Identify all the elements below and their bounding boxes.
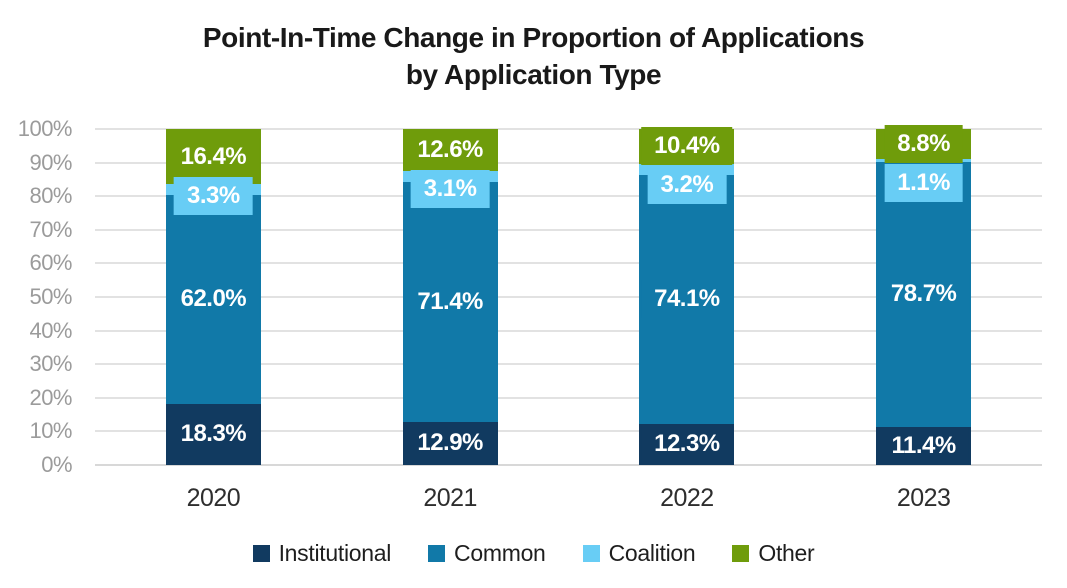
segment-label-other: 8.8%: [884, 124, 963, 163]
legend-label-institutional: Institutional: [278, 540, 392, 566]
segment-label-institutional: 18.3%: [167, 415, 260, 454]
y-tick-label: 40%: [29, 317, 72, 343]
legend: Institutional Common Coalition Other: [0, 540, 1067, 567]
chart-title-line1: Point-In-Time Change in Proportion of Ap…: [202, 22, 865, 53]
legend-swatch-common: [428, 545, 446, 562]
legend-item-institutional: Institutional: [252, 540, 392, 567]
gridline: [95, 396, 1042, 399]
segment-label-other: 12.6%: [404, 131, 496, 170]
y-tick-label: 100%: [17, 116, 73, 141]
legend-label-coalition: Coalition: [608, 540, 696, 566]
y-tick-label: 20%: [29, 384, 72, 410]
segment-label-institutional: 12.9%: [404, 424, 496, 463]
legend-label-other: Other: [758, 540, 815, 566]
x-tick-label: 2020: [186, 484, 241, 512]
y-tick-label: 60%: [29, 250, 72, 276]
x-tick-label: 2021: [423, 484, 477, 512]
segment-label-institutional: 11.4%: [878, 426, 969, 465]
bar-2020: 18.3% 62.0% 3.3% 16.4%: [165, 129, 261, 465]
gridline: [95, 128, 1042, 130]
y-tick-label: 70%: [29, 216, 72, 242]
legend-item-common: Common: [428, 540, 546, 567]
chart-title: Point-In-Time Change in Proportion of Ap…: [0, 19, 1067, 93]
segment-label-common: 78.7%: [877, 275, 970, 314]
chart-title-line2: by Application Type: [405, 59, 662, 90]
segment-label-common: 62.0%: [167, 280, 260, 319]
gridline: [95, 329, 1042, 332]
y-tick-label: 50%: [29, 284, 72, 309]
gridline: [95, 228, 1042, 231]
y-tick-label: 0%: [41, 452, 72, 477]
segment-label-institutional: 12.3%: [641, 425, 733, 464]
bar-2022: 12.3% 74.1% 3.2% 10.4%: [639, 127, 735, 465]
x-axis: 2020 2021 2022 2023: [95, 484, 1042, 514]
segment-label-other: 10.4%: [641, 127, 733, 166]
legend-swatch-institutional: [252, 545, 270, 562]
gridline: [95, 464, 1042, 466]
segment-label-common: 71.4%: [404, 282, 496, 321]
segment-label-common: 74.1%: [641, 280, 733, 319]
gridline: [95, 195, 1042, 198]
plot-area: 100% 90% 80% 70% 60% 50% 40% 30% 20% 10% 0% 18.3% 62…: [18, 116, 1042, 477]
x-tick-label: 2023: [896, 484, 951, 512]
legend-label-common: Common: [454, 540, 546, 566]
gridline: [95, 161, 1042, 164]
gridline: [95, 262, 1042, 265]
segment-label-coalition: 3.1%: [410, 170, 490, 209]
y-tick-label: 90%: [29, 149, 72, 175]
y-tick-label: 80%: [29, 183, 72, 209]
legend-item-coalition: Coalition: [582, 540, 696, 567]
segment-label-coalition: 3.3%: [174, 176, 253, 215]
gridline: [95, 430, 1042, 433]
bar-2023: 11.4% 78.7% 1.1% 8.8%: [876, 124, 972, 465]
gridline: [95, 296, 1042, 298]
bar-2021: 12.9% 71.4% 3.1% 12.6%: [402, 129, 498, 465]
y-tick-label: 10%: [29, 418, 72, 444]
segment-label-coalition: 3.2%: [647, 166, 727, 205]
y-tick-label: 30%: [29, 351, 72, 377]
gridline: [95, 363, 1042, 366]
segment-label-coalition: 1.1%: [884, 163, 963, 202]
legend-swatch-coalition: [582, 545, 600, 562]
x-tick-label: 2022: [660, 484, 714, 512]
legend-swatch-other: [732, 545, 750, 562]
legend-item-other: Other: [732, 540, 815, 567]
segment-label-other: 16.4%: [167, 137, 260, 176]
